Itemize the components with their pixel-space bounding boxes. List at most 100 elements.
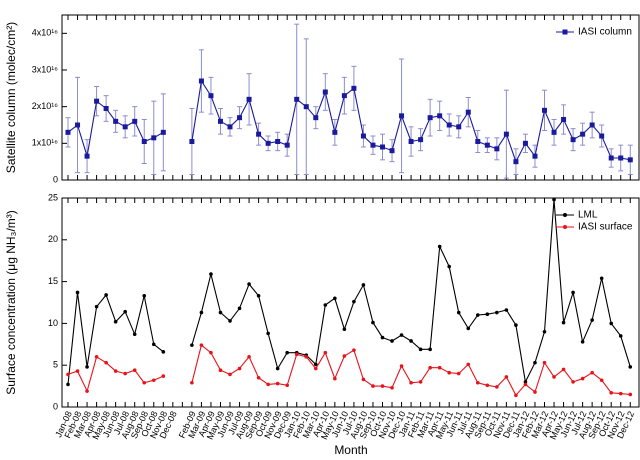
- marker: [132, 368, 137, 373]
- marker: [294, 352, 299, 357]
- marker: [533, 390, 537, 394]
- marker: [342, 354, 347, 358]
- marker: [580, 131, 586, 137]
- marker: [447, 264, 452, 269]
- marker: [485, 312, 490, 317]
- marker: [418, 347, 423, 352]
- marker: [495, 310, 499, 315]
- marker: [266, 382, 270, 387]
- marker: [427, 115, 433, 121]
- marker: [618, 334, 623, 338]
- marker: [237, 366, 242, 371]
- marker: [323, 350, 328, 355]
- marker: [75, 369, 80, 373]
- marker: [199, 310, 204, 315]
- marker: [209, 272, 213, 276]
- marker: [618, 155, 624, 161]
- marker: [437, 365, 442, 370]
- marker: [465, 109, 471, 115]
- marker: [294, 96, 300, 102]
- marker: [485, 383, 490, 388]
- marker: [208, 93, 214, 99]
- marker: [151, 378, 156, 383]
- marker: [132, 118, 138, 124]
- marker: [428, 347, 432, 352]
- marker: [218, 368, 223, 373]
- marker: [409, 380, 413, 385]
- marker: [552, 375, 556, 379]
- marker: [523, 382, 528, 387]
- legend-label: IASI column: [578, 27, 632, 38]
- series-line: [67, 79, 631, 164]
- marker: [113, 369, 118, 373]
- marker: [418, 137, 424, 143]
- marker: [303, 104, 309, 110]
- marker: [256, 131, 262, 137]
- marker: [484, 142, 490, 148]
- marker: [542, 329, 547, 334]
- y-tick-label: 2x10¹⁶: [32, 101, 59, 111]
- marker: [551, 129, 557, 135]
- marker: [285, 383, 289, 388]
- marker: [228, 319, 232, 323]
- marker: [408, 139, 414, 144]
- marker: [94, 98, 100, 104]
- marker: [495, 385, 499, 389]
- legend-label: IASI surface: [578, 222, 633, 233]
- marker: [437, 244, 442, 249]
- marker: [275, 381, 280, 386]
- plot-frame: [61, 197, 640, 408]
- marker: [590, 318, 594, 322]
- marker: [627, 157, 633, 163]
- marker: [399, 113, 405, 119]
- marker: [313, 115, 319, 121]
- y-tick-label: 5: [53, 360, 58, 370]
- marker: [390, 385, 394, 390]
- marker: [218, 310, 223, 315]
- marker: [123, 309, 127, 314]
- marker: [446, 122, 452, 128]
- marker: [513, 159, 519, 165]
- marker: [190, 343, 194, 347]
- marker: [456, 310, 461, 315]
- marker: [113, 319, 118, 324]
- marker: [237, 306, 242, 311]
- marker: [514, 393, 518, 398]
- marker: [285, 350, 289, 355]
- marker: [380, 335, 385, 340]
- y-tick-label: 25: [48, 192, 58, 202]
- x-axis-title: Month: [334, 443, 367, 457]
- marker: [418, 380, 423, 384]
- marker: [466, 362, 471, 367]
- marker: [380, 384, 385, 388]
- marker: [523, 380, 528, 384]
- marker: [571, 290, 575, 295]
- marker: [522, 140, 528, 146]
- marker: [370, 142, 376, 148]
- legend-label: LML: [578, 210, 598, 221]
- marker: [561, 117, 567, 122]
- marker: [237, 115, 243, 121]
- marker: [608, 155, 614, 161]
- marker: [628, 392, 633, 397]
- marker: [618, 391, 623, 396]
- legend-marker: [563, 225, 567, 229]
- marker: [351, 85, 357, 91]
- marker: [198, 78, 204, 84]
- marker: [599, 133, 605, 139]
- marker: [371, 320, 375, 325]
- marker: [590, 370, 594, 375]
- marker: [103, 106, 109, 111]
- marker: [399, 364, 404, 368]
- marker: [542, 360, 547, 365]
- marker: [94, 304, 99, 309]
- marker: [371, 384, 375, 388]
- y-tick-label: 15: [48, 276, 58, 286]
- marker: [580, 376, 585, 381]
- y-tick-label: 1x10¹⁶: [32, 138, 59, 148]
- marker: [275, 366, 280, 371]
- marker: [142, 294, 147, 298]
- marker: [389, 148, 395, 154]
- marker: [141, 139, 147, 144]
